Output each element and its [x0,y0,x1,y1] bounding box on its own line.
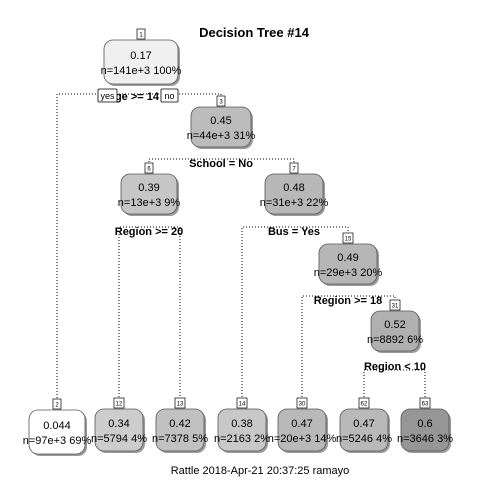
tree-node: 62 0.47 n=5246 4% [336,397,392,453]
node-number: 15 [345,237,352,243]
node-box [318,243,378,285]
node-number: 30 [299,402,306,408]
node-stats: n=2163 2% [214,433,270,445]
node-number: 12 [116,402,123,408]
tree-node: 2 0.044 n=97e+3 69% [23,398,92,456]
footer-caption: Rattle 2018-Apr-21 20:37:25 ramayo [171,465,350,477]
node-box [264,173,324,215]
node-number: 31 [392,304,399,310]
tree-node: 63 0.6 n=3646 3% [397,397,453,453]
node-number: 2 [55,403,59,409]
split-label: Region >= 18 [314,295,382,307]
tree-edge [301,295,396,397]
tree-node: 6 0.39 n=13e+3 9% [118,162,181,216]
node-stats: n=5794 4% [91,433,147,445]
node-value: 0.42 [169,418,190,430]
node-number: 62 [361,402,368,408]
node-value: 0.6 [417,418,432,430]
node-box [370,310,420,352]
yes-marker: yes [100,91,115,101]
node-value: 0.38 [231,418,252,430]
node-number-tag [296,397,308,409]
node-value: 0.47 [353,418,374,430]
node-value: 0.17 [130,50,151,62]
node-number-tag [136,28,146,40]
node-number-tag [113,397,125,409]
split-labels: Age >= 14 School = No Region >= 20 Bus = Ye… [107,91,426,373]
node-value: 0.044 [43,420,71,432]
node-box [155,408,205,452]
node-stats: n=29e+3 20% [314,267,383,279]
node-number-tag [52,398,62,410]
node-stats: n=97e+3 69% [23,435,92,447]
node-number-tag [358,397,370,409]
tree-node: 7 0.48 n=31e+3 22% [260,162,329,216]
node-number: 6 [147,167,151,173]
node-number-tag [419,397,431,409]
node-number: 14 [239,402,246,408]
node-number-tag [389,299,401,311]
node-stats: n=44e+3 31% [187,130,256,142]
node-number-tag [216,95,226,107]
node-value: 0.52 [384,319,405,331]
node-number: 1 [139,33,143,39]
node-box [120,173,178,215]
node-stats: n=7378 5% [152,433,208,445]
node-stats: n=8892 6% [367,334,423,346]
node-value: 0.49 [337,252,358,264]
node-stats: n=20e+3 14% [268,433,337,445]
node-box [400,408,450,452]
tree-node: 14 0.38 n=2163 2% [214,397,270,453]
node-value: 0.45 [210,115,231,127]
node-stats: n=141e+3 100% [101,65,182,77]
tree-edge [241,226,349,397]
node-number: 3 [219,100,223,106]
node-number: 7 [292,167,296,173]
tree-node: 30 0.47 n=20e+3 14% [268,397,337,453]
node-number-tag [289,162,299,174]
node-stats: n=31e+3 22% [260,197,329,209]
tree-edge [148,158,295,162]
node-stats: n=13e+3 9% [118,197,181,209]
split-label: Bus = Yes [268,226,320,238]
node-box [28,409,86,455]
root-direction-markers: yes no [97,88,179,103]
split-label: School = No [189,158,253,170]
node-stats: n=5246 4% [336,433,392,445]
tree-edge [118,226,181,397]
node-number-tag [342,232,354,244]
tree-node: 15 0.49 n=29e+3 20% [314,232,383,286]
tree-node: 31 0.52 n=8892 6% [367,299,423,353]
node-number: 63 [422,402,429,408]
split-label: Region >= 20 [115,226,183,238]
diagram-title: Decision Tree #14 [199,25,310,40]
node-number-tag [174,397,186,409]
tree-node: 3 0.45 n=44e+3 31% [187,95,256,149]
node-number-tag [144,162,154,174]
no-marker: no [164,91,174,101]
tree-node: 1 0.17 n=141e+3 100% [101,28,182,86]
tree-edges [56,93,426,398]
tree-node: 12 0.34 n=5794 4% [91,397,147,453]
node-box [217,408,267,452]
node-value: 0.47 [291,418,312,430]
node-box [190,106,252,148]
tree-nodes: 1 0.17 n=141e+3 100% 3 0.45 n=44e+3 31% 6 0.39 n… [23,28,453,456]
split-label: Region < 10 [364,361,426,373]
node-box [339,408,389,452]
node-box [103,39,179,85]
split-label: Age >= 14 [107,91,160,103]
node-box [94,408,144,452]
node-value: 0.39 [138,182,159,194]
tree-edge [56,93,222,398]
node-number: 13 [177,402,184,408]
node-value: 0.34 [108,418,129,430]
tree-edge [363,369,426,397]
tree-node: 13 0.42 n=7378 5% [152,397,208,453]
node-stats: n=3646 3% [397,433,453,445]
node-value: 0.48 [283,182,304,194]
node-number-tag [236,397,248,409]
node-box [277,408,327,452]
